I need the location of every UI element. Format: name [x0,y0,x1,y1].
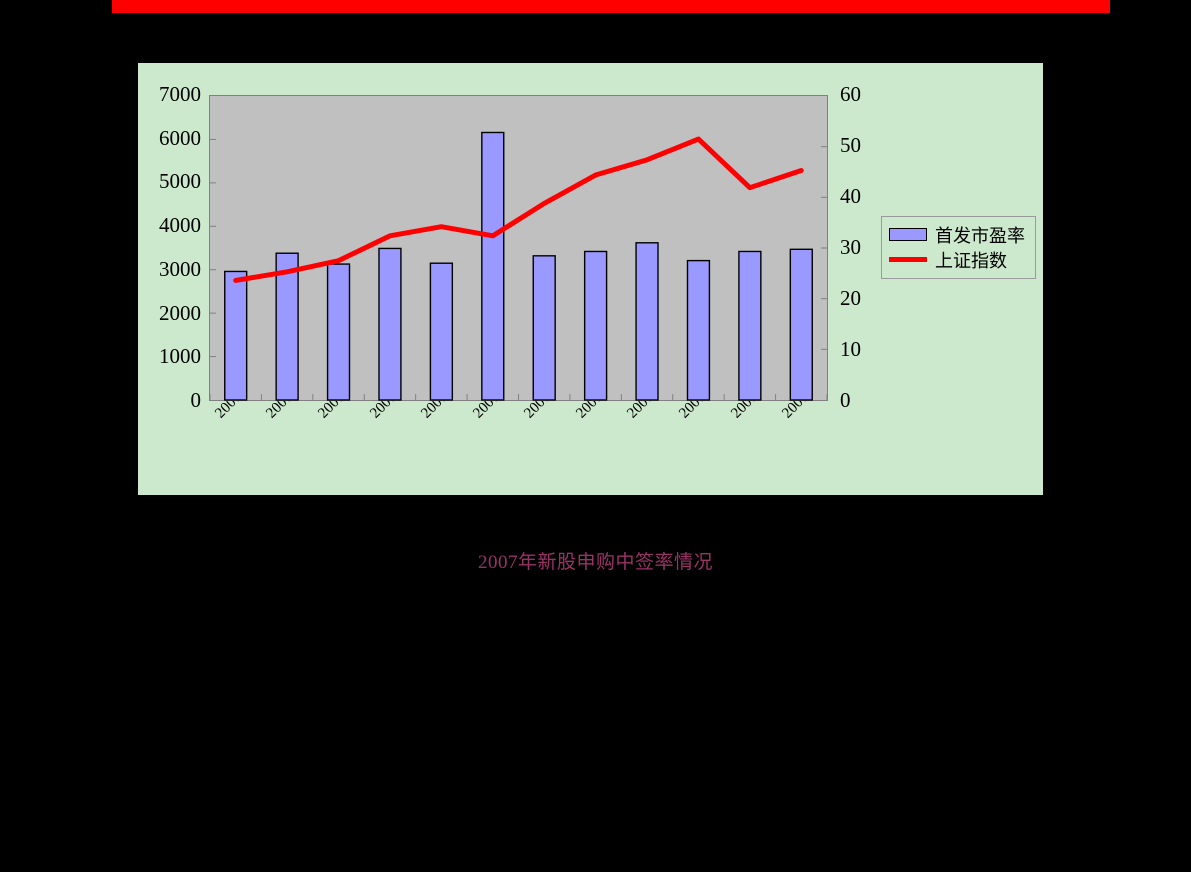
legend-label-bar: 首发市盈率 [935,225,1025,246]
bar-200706 [481,131,505,401]
left-axis-tick-label: 0 [190,388,202,412]
legend-item-bar: 首发市盈率 [889,222,1028,247]
left-axis-tick-label: 1000 [159,344,201,369]
left-axis-tick-label: 5000 [159,169,201,194]
bar-200701 [224,270,248,401]
chart-caption: 2007年新股申购中签率情况 [477,552,713,573]
left-axis-tick-label: 6000 [159,125,201,150]
left-axis-tick-label: 7000 [159,82,201,106]
chart-panel: 0 1000 2000 3000 4000 5000 6000 7000 0 10 20 30 40 5… [138,63,1043,495]
bar-200711 [738,250,762,401]
right-axis-tick-label: 0 [840,388,851,412]
bar-200702 [275,252,299,401]
bar-200704 [378,247,402,401]
series-layer [209,131,828,401]
bar-200707 [532,255,556,401]
right-axis-tick-label: 10 [840,337,861,361]
bar-200712 [789,248,813,401]
legend-label-line: 上证指数 [935,250,1007,271]
right-axis-tick-label: 20 [840,286,861,310]
bar-200709 [635,242,659,401]
right-axis-tick-label: 50 [840,133,861,157]
line-series-shanghai-index [233,136,804,283]
right-axis-tick-label: 30 [840,235,861,259]
right-axis-tick-label: 60 [840,82,861,106]
bar-200708 [583,250,608,401]
chart-legend: 首发市盈率 上证指数 [881,216,1036,279]
bar-200710 [686,259,711,401]
left-axis-tick-label: 2000 [159,300,201,325]
legend-item-line: 上证指数 [889,247,1028,272]
left-axis-tick-label: 4000 [159,213,201,238]
plot-area [209,95,828,401]
right-axis-tick-label: 40 [840,184,861,208]
left-axis-tick-label: 3000 [159,256,201,281]
bar-200705 [429,262,454,401]
legend-line-swatch-icon [889,257,927,262]
legend-bar-swatch-icon [889,228,927,241]
bar-200703 [326,263,351,401]
top-red-banner [112,0,1110,13]
